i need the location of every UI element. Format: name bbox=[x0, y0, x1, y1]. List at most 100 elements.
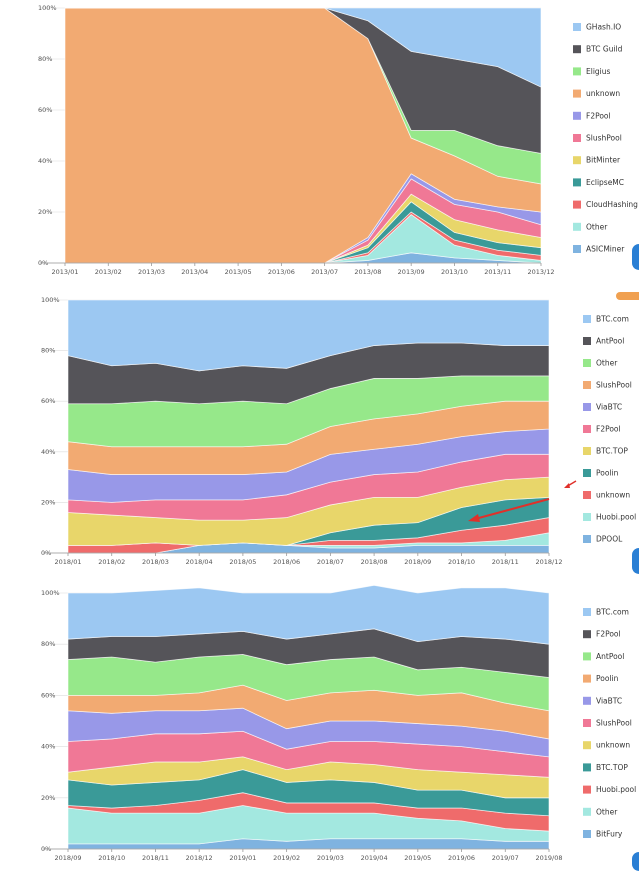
legend-swatch bbox=[583, 807, 591, 816]
x-tick-label: 2013/11 bbox=[484, 268, 511, 276]
x-tick-label: 2019/06 bbox=[448, 854, 475, 862]
area-series-ghash-io bbox=[65, 7, 542, 88]
legend-label: BitMinter bbox=[586, 156, 621, 165]
legend-swatch bbox=[573, 111, 581, 120]
x-tick-label: 2013/07 bbox=[311, 268, 338, 276]
x-tick-label: 2013/02 bbox=[95, 268, 122, 276]
x-tick-label: 2018/10 bbox=[98, 854, 125, 862]
legend-label: F2Pool bbox=[596, 425, 621, 434]
legend-label: Other bbox=[596, 359, 618, 368]
arrow-head-chart bbox=[468, 514, 480, 522]
legend-swatch bbox=[573, 200, 581, 209]
x-tick-label: 2018/12 bbox=[186, 854, 213, 862]
legend-label: Eligius bbox=[586, 67, 611, 76]
x-tick-label: 2018/10 bbox=[448, 558, 475, 566]
legend-label: Huobi.pool bbox=[596, 513, 636, 522]
legend-label: GHash.IO bbox=[586, 23, 621, 32]
legend-swatch bbox=[573, 134, 581, 142]
legend-label: SlushPool bbox=[586, 134, 622, 143]
legend-label: EclipseMC bbox=[586, 178, 624, 187]
y-tick-label: 60% bbox=[41, 397, 55, 405]
chart-panel-3: 0%20%40%60%80%100%2018/09 2018/10 2018/11 2… bbox=[41, 584, 636, 862]
legend-label: DPOOL bbox=[596, 535, 623, 544]
x-tick-label: 2013/12 bbox=[527, 268, 554, 276]
arrow-head-legend bbox=[564, 483, 570, 488]
legend-label: AntPool bbox=[596, 652, 624, 661]
legend-label: unknown bbox=[586, 89, 620, 98]
legend-swatch bbox=[583, 830, 591, 838]
arrow-line-chart bbox=[474, 498, 550, 520]
x-tick-label: 2018/02 bbox=[98, 558, 125, 566]
x-tick-label: 2019/04 bbox=[361, 854, 388, 862]
legend-swatch bbox=[573, 245, 581, 253]
x-tick-label: 2018/04 bbox=[186, 558, 213, 566]
legend-swatch bbox=[583, 741, 591, 750]
area-series-btc-com bbox=[67, 584, 550, 645]
legend-swatch bbox=[583, 674, 591, 683]
legend-swatch bbox=[583, 447, 591, 455]
x-tick-label: 2019/08 bbox=[535, 854, 562, 862]
legend-swatch bbox=[583, 535, 591, 543]
legend-label: BTC.com bbox=[596, 608, 629, 617]
legend-swatch bbox=[583, 696, 591, 705]
y-tick-label: 60% bbox=[38, 106, 52, 114]
scroll-widget-3[interactable] bbox=[632, 548, 639, 574]
legend-label: Huobi.pool bbox=[596, 785, 636, 794]
x-tick-label: 2018/06 bbox=[273, 558, 300, 566]
scroll-widget-1[interactable] bbox=[632, 244, 639, 270]
legend-label: Other bbox=[586, 222, 608, 231]
legend-label: ViaBTC bbox=[596, 403, 622, 412]
legend-label: ViaBTC bbox=[596, 696, 622, 705]
scroll-widget-4[interactable] bbox=[632, 852, 639, 871]
legend-label: ASICMiner bbox=[586, 245, 625, 254]
legend-swatch bbox=[573, 178, 581, 187]
x-tick-label: 2013/05 bbox=[225, 268, 252, 276]
legend-label: SlushPool bbox=[596, 719, 632, 728]
legend-swatch bbox=[583, 608, 591, 616]
legend-label: Poolin bbox=[596, 469, 619, 478]
legend-label: BTC.com bbox=[596, 315, 629, 324]
legend-label: unknown bbox=[596, 741, 630, 750]
x-tick-label: 2018/11 bbox=[142, 854, 169, 862]
x-tick-label: 2019/05 bbox=[404, 854, 431, 862]
x-tick-label: 2018/11 bbox=[492, 558, 519, 566]
x-tick-label: 2019/02 bbox=[273, 854, 300, 862]
y-tick-label: 100% bbox=[38, 4, 57, 12]
legend-swatch bbox=[583, 403, 591, 411]
legend-swatch bbox=[583, 315, 591, 323]
legend-label: SlushPool bbox=[596, 381, 632, 390]
x-tick-label: 2019/01 bbox=[229, 854, 256, 862]
legend-label: F2Pool bbox=[596, 630, 621, 639]
chart-panel-2: 0%20%40%60%80%100%2018/01 2018/02 2018/03 2… bbox=[41, 296, 636, 566]
legend-swatch bbox=[583, 337, 591, 345]
legend-label: BTC.TOP bbox=[596, 447, 628, 456]
y-tick-label: 20% bbox=[38, 208, 52, 216]
legend-swatch bbox=[583, 381, 591, 389]
x-tick-label: 2018/12 bbox=[535, 558, 562, 566]
x-tick-label: 2013/06 bbox=[268, 268, 295, 276]
legend-swatch bbox=[573, 156, 581, 165]
legend-swatch bbox=[573, 23, 581, 31]
x-tick-label: 2013/10 bbox=[441, 268, 468, 276]
y-tick-label: 20% bbox=[41, 498, 55, 506]
legend-label: Other bbox=[596, 807, 618, 816]
legend-label: BitFury bbox=[596, 830, 623, 839]
area-series-btc-com bbox=[67, 299, 550, 372]
legend-swatch bbox=[583, 513, 591, 521]
legend-swatch bbox=[583, 652, 591, 661]
scroll-widget-2[interactable] bbox=[616, 292, 639, 300]
x-tick-label: 2013/04 bbox=[181, 268, 208, 276]
x-tick-label: 2018/08 bbox=[361, 558, 388, 566]
y-tick-label: 80% bbox=[38, 55, 52, 63]
legend-swatch bbox=[573, 222, 581, 231]
y-tick-label: 100% bbox=[41, 589, 60, 597]
legend-swatch bbox=[583, 785, 591, 794]
legend-label: F2Pool bbox=[586, 111, 611, 120]
chart-panel-1: 0%20%40%60%80%100%2013/01 2013/02 2013/03 2… bbox=[38, 4, 638, 276]
annotation-arrows bbox=[468, 480, 577, 522]
legend-swatch bbox=[573, 45, 581, 54]
legend-label: unknown bbox=[596, 491, 630, 500]
x-tick-label: 2019/03 bbox=[317, 854, 344, 862]
legend-swatch bbox=[583, 469, 591, 477]
